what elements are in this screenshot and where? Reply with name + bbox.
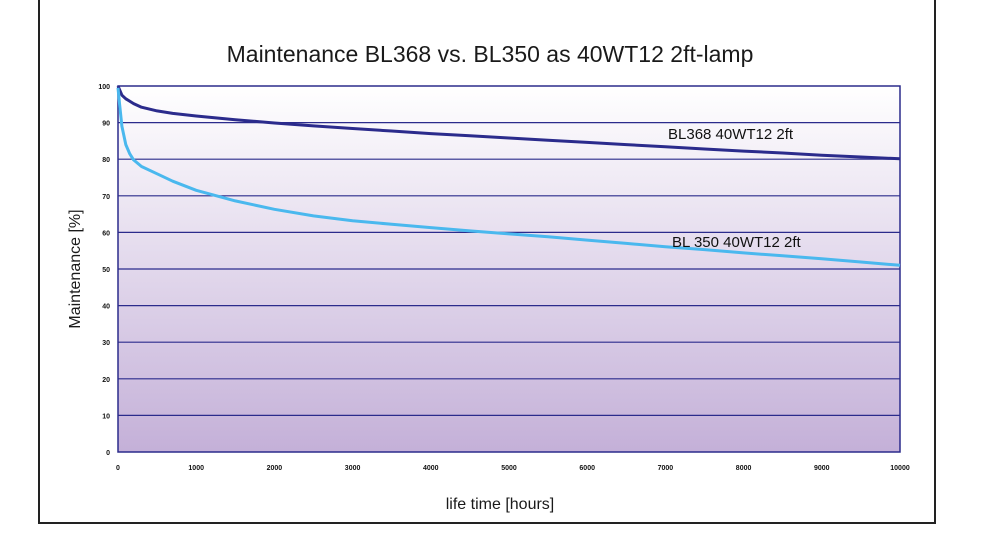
x-tick-label: 1000 bbox=[188, 465, 204, 472]
x-tick-label: 10000 bbox=[890, 465, 910, 472]
y-tick-label: 80 bbox=[102, 157, 110, 164]
x-axis-label: life time [hours] bbox=[446, 496, 554, 513]
y-tick-label: 40 bbox=[102, 304, 110, 311]
y-tick-label: 100 bbox=[98, 84, 110, 91]
y-tick-label: 90 bbox=[102, 121, 110, 128]
series-line-0 bbox=[116, 85, 901, 161]
y-tick-label: 10 bbox=[102, 413, 110, 420]
series-label-bl368: BL368 40WT12 2ft bbox=[668, 126, 794, 143]
series-label-bl350: BL 350 40WT12 2ft bbox=[672, 234, 802, 251]
y-tick-label: 0 bbox=[106, 450, 110, 457]
series-line-1 bbox=[116, 87, 901, 267]
y-axis-label: Maintenance [%] bbox=[67, 209, 84, 328]
x-tick-label: 4000 bbox=[423, 465, 439, 472]
x-tick-label: 8000 bbox=[736, 465, 752, 472]
x-tick-labels: 0 1000 2000 3000 4000 5000 6000 7000 8000 9000 100… bbox=[116, 465, 910, 472]
x-tick-label: 6000 bbox=[579, 465, 595, 472]
chart-title: Maintenance BL368 vs. BL350 as 40WT12 2f… bbox=[227, 41, 754, 67]
x-tick-label: 7000 bbox=[658, 465, 674, 472]
y-tick-label: 70 bbox=[102, 194, 110, 201]
y-tick-label: 20 bbox=[102, 377, 110, 384]
x-tick-label: 9000 bbox=[814, 465, 830, 472]
x-tick-label: 3000 bbox=[345, 465, 361, 472]
series-group bbox=[116, 85, 901, 267]
y-tick-labels: 0 10 20 30 40 50 60 70 80 90 100 bbox=[98, 84, 110, 457]
y-tick-label: 50 bbox=[102, 267, 110, 274]
y-tick-label: 30 bbox=[102, 340, 110, 347]
x-tick-label: 5000 bbox=[501, 465, 517, 472]
x-tick-label: 2000 bbox=[267, 465, 283, 472]
y-tick-label: 60 bbox=[102, 230, 110, 237]
x-tick-label: 0 bbox=[116, 465, 120, 472]
